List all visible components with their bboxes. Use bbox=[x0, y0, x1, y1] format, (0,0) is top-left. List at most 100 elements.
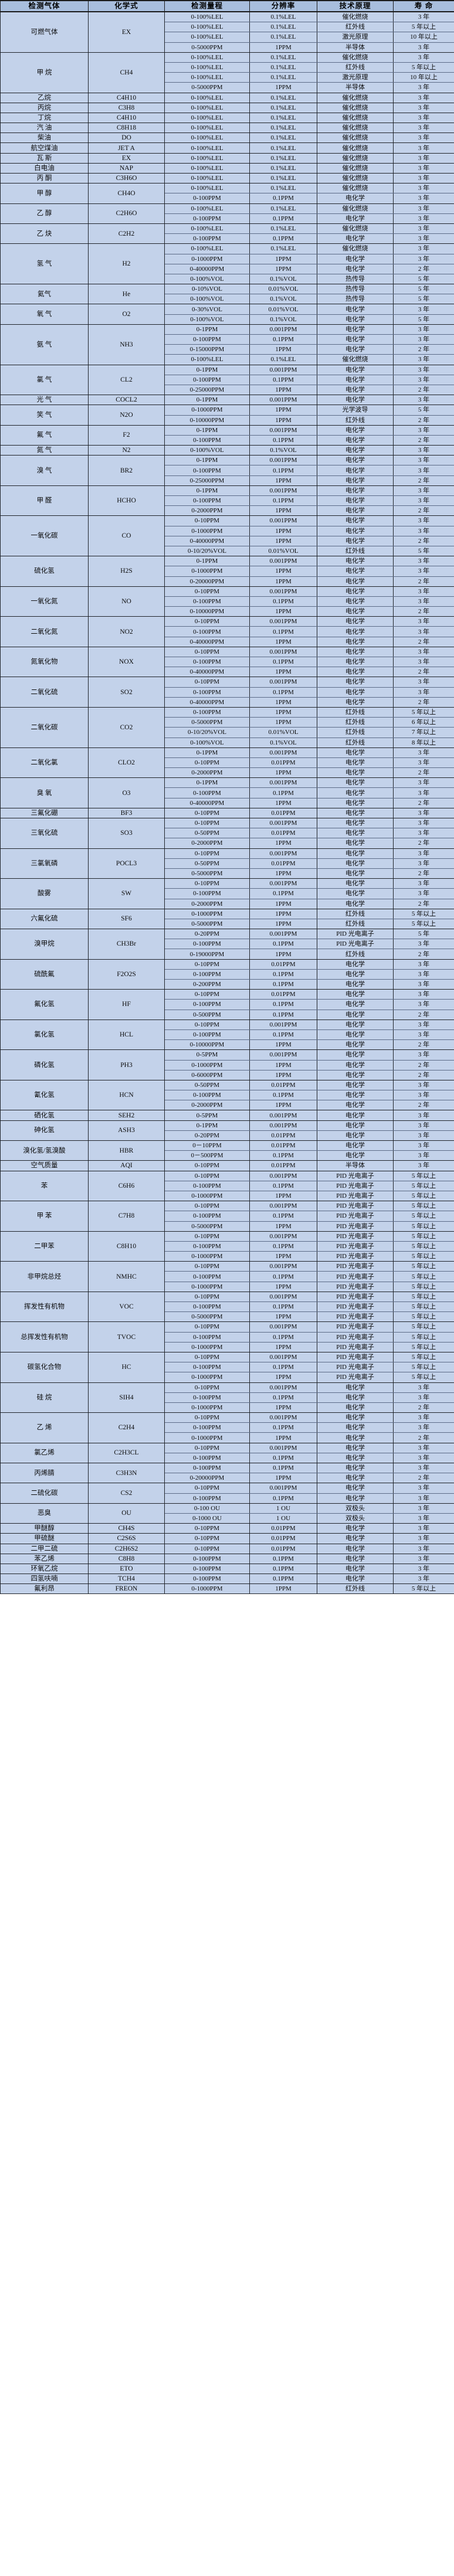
cell-chemical-formula: CH4 bbox=[88, 52, 165, 93]
cell-chemical-formula: HCN bbox=[88, 1079, 165, 1111]
cell-range: 0-10PPM bbox=[164, 1170, 250, 1181]
cell-technology: 电化学 bbox=[317, 1412, 394, 1423]
cell-resolution: 0.001PPM bbox=[249, 878, 317, 889]
cell-lifetime: 5 年以上 bbox=[393, 1362, 454, 1373]
cell-gas-name: 氮氧化物 bbox=[0, 646, 89, 678]
cell-range: 0-2000PPM bbox=[164, 505, 250, 516]
cell-range: 0-10PPM bbox=[164, 1442, 250, 1453]
cell-gas-name: 挥发性有机物 bbox=[0, 1291, 89, 1323]
cell-range: 0-2000PPM bbox=[164, 898, 250, 909]
cell-range: 0-50PPM bbox=[164, 858, 250, 869]
table-row: 笑 气 N2O 0-1000PPM 1PPM 光学波导 5 年 bbox=[0, 405, 454, 426]
cell-lifetime: 3 年 bbox=[393, 82, 454, 93]
cell-range: 0-100%VOL bbox=[164, 314, 250, 325]
cell-chemical-formula: HCL bbox=[88, 1019, 165, 1051]
cell-chemical-formula: FREON bbox=[88, 1583, 165, 1595]
cell-technology: 电化学 bbox=[317, 505, 394, 516]
cell-range: 0-25000PPM bbox=[164, 475, 250, 486]
cell-range: 0-100%VOL bbox=[164, 273, 250, 285]
cell-range: 0-1PPM bbox=[164, 747, 250, 758]
cell-resolution: 0.1PPM bbox=[249, 968, 317, 980]
cell-lifetime: 3 年 bbox=[393, 848, 454, 859]
cell-lifetime: 5 年以上 bbox=[393, 1372, 454, 1383]
table-row: 0-100PPM 0.1PPM 电化学 3 年 bbox=[1, 1452, 454, 1464]
cell-range: 0-100PPM bbox=[164, 787, 250, 798]
cell-technology: 电化学 bbox=[317, 395, 394, 406]
cell-range: 0-500PPM bbox=[164, 1009, 250, 1020]
cell-lifetime: 3 年 bbox=[393, 687, 454, 698]
table-row: 0-1000PPM 1PPM PID 光电离子 5 年以上 bbox=[1, 1190, 454, 1202]
cell-range: 0-100PPM bbox=[164, 1331, 250, 1343]
cell-lifetime: 3 年 bbox=[393, 959, 454, 970]
cell-gas-name: 甲 醇 bbox=[0, 183, 89, 204]
cell-lifetime: 2 年 bbox=[393, 1473, 454, 1484]
cell-lifetime: 3 年 bbox=[393, 1422, 454, 1433]
cell-technology: 催化燃烧 bbox=[317, 223, 394, 235]
cell-lifetime: 3 年 bbox=[393, 1029, 454, 1041]
cell-range: 0-100%LEL bbox=[164, 152, 250, 164]
cell-resolution: 0.1PPM bbox=[249, 1211, 317, 1222]
cell-chemical-formula: CO bbox=[88, 515, 165, 557]
cell-gas-name: 硅 烷 bbox=[0, 1382, 89, 1413]
cell-lifetime: 5 年以上 bbox=[393, 1261, 454, 1272]
cell-lifetime: 3 年 bbox=[393, 1090, 454, 1101]
cell-resolution: 0.1%LEL bbox=[249, 162, 317, 174]
cell-technology: 电化学 bbox=[317, 1422, 394, 1433]
cell-resolution: 0.001PPM bbox=[249, 1321, 317, 1333]
cell-chemical-formula: ETO bbox=[88, 1563, 165, 1575]
cell-technology: PID 光电离子 bbox=[317, 1211, 394, 1222]
table-row: 氦气 He 0-10%VOL 0.01%VOL 热传导 5 年 bbox=[0, 284, 454, 305]
cell-lifetime: 2 年 bbox=[393, 414, 454, 426]
table-row: 0-2000PPM 1PPM 电化学 2 年 bbox=[1, 898, 454, 909]
table-row: 三氧化硫 SO3 0-10PPM 0.001PPM 电化学 3 年 bbox=[0, 817, 454, 849]
table-row: 0-100PPM 0.1PPM 电化学 3 年 bbox=[1, 968, 454, 980]
cell-chemical-formula: VOC bbox=[88, 1291, 165, 1323]
table-row: 0-40000PPM 1PPM 电化学 2 年 bbox=[1, 667, 454, 678]
cell-chemical-formula: CO2 bbox=[88, 706, 165, 748]
cell-technology: 电化学 bbox=[317, 1130, 394, 1141]
table-row: 0-50PPM 0.01PPM 电化学 3 年 bbox=[1, 858, 454, 869]
cell-resolution: 1PPM bbox=[249, 898, 317, 909]
cell-resolution: 1PPM bbox=[249, 1311, 317, 1323]
cell-technology: 电化学 bbox=[317, 858, 394, 869]
cell-range: 0-100%LEL bbox=[164, 92, 250, 103]
cell-technology: 电化学 bbox=[317, 667, 394, 678]
cell-lifetime: 3 年 bbox=[393, 878, 454, 889]
table-row: 0-19000PPM 1PPM 红外线 2 年 bbox=[1, 949, 454, 960]
cell-gas-name: 瓦 斯 bbox=[0, 152, 89, 164]
table-row: 0-1000PPM 1PPM 电化学 2 年 bbox=[1, 1432, 454, 1443]
cell-resolution: 0.1PPM bbox=[249, 999, 317, 1010]
cell-gas-name: 氯 气 bbox=[0, 364, 89, 396]
cell-technology: 电化学 bbox=[317, 253, 394, 264]
cell-range: 0-100PPM bbox=[164, 999, 250, 1010]
cell-gas-name: 丙烯腈 bbox=[0, 1462, 89, 1484]
table-row: 0-100PPM 0.1PPM 电化学 3 年 bbox=[1, 213, 454, 224]
cell-lifetime: 3 年 bbox=[393, 616, 454, 627]
table-row: 甲 醛 HCHO 0-1PPM 0.001PPM 电化学 3 年 bbox=[0, 485, 454, 516]
cell-resolution: 0.1%LEL bbox=[249, 142, 317, 154]
cell-range: 0-10PPM bbox=[164, 646, 250, 658]
table-row: 碳氢化合物 HC 0-10PPM 0.001PPM PID 光电离子 5 年以上 bbox=[0, 1351, 454, 1383]
table-row: 氰化氢 HCN 0-50PPM 0.01PPM 电化学 3 年 bbox=[0, 1079, 454, 1111]
cell-resolution: 1PPM bbox=[249, 263, 317, 274]
table-row: 二硫化碳 CS2 0-10PPM 0.001PPM 电化学 3 年 bbox=[0, 1483, 454, 1504]
cell-range: 0-50PPM bbox=[164, 1079, 250, 1091]
table-row: 乙 醇 C2H6O 0-100%LEL 0.1%LEL 催化燃烧 3 年 bbox=[0, 203, 454, 224]
cell-lifetime: 5 年以上 bbox=[393, 1321, 454, 1333]
cell-gas-name: 甲 苯 bbox=[0, 1201, 89, 1232]
table-row: 0-100PPM 0.1PPM 电化学 3 年 bbox=[1, 495, 454, 507]
table-row: 0-100PPM 0.1PPM PID 光电离子 3 年 bbox=[1, 939, 454, 950]
cell-lifetime: 3 年 bbox=[393, 1079, 454, 1091]
cell-resolution: 0.01PPM bbox=[249, 807, 317, 819]
cell-technology: 电化学 bbox=[317, 828, 394, 839]
cell-range: 0-10PPM bbox=[164, 1483, 250, 1494]
cell-chemical-formula: NO bbox=[88, 586, 165, 617]
cell-range: 0-100PPM bbox=[164, 1493, 250, 1504]
cell-resolution: 0.001PPM bbox=[249, 1412, 317, 1423]
cell-lifetime: 3 年 bbox=[393, 989, 454, 1000]
table-row: 臭 氧 O3 0-1PPM 0.001PPM 电化学 3 年 bbox=[0, 777, 454, 808]
column-header-resolution: 分辨率 bbox=[249, 0, 317, 12]
cell-lifetime: 2 年 bbox=[393, 576, 454, 587]
cell-chemical-formula: HC bbox=[88, 1351, 165, 1383]
cell-range: 0-100%VOL bbox=[164, 445, 250, 456]
